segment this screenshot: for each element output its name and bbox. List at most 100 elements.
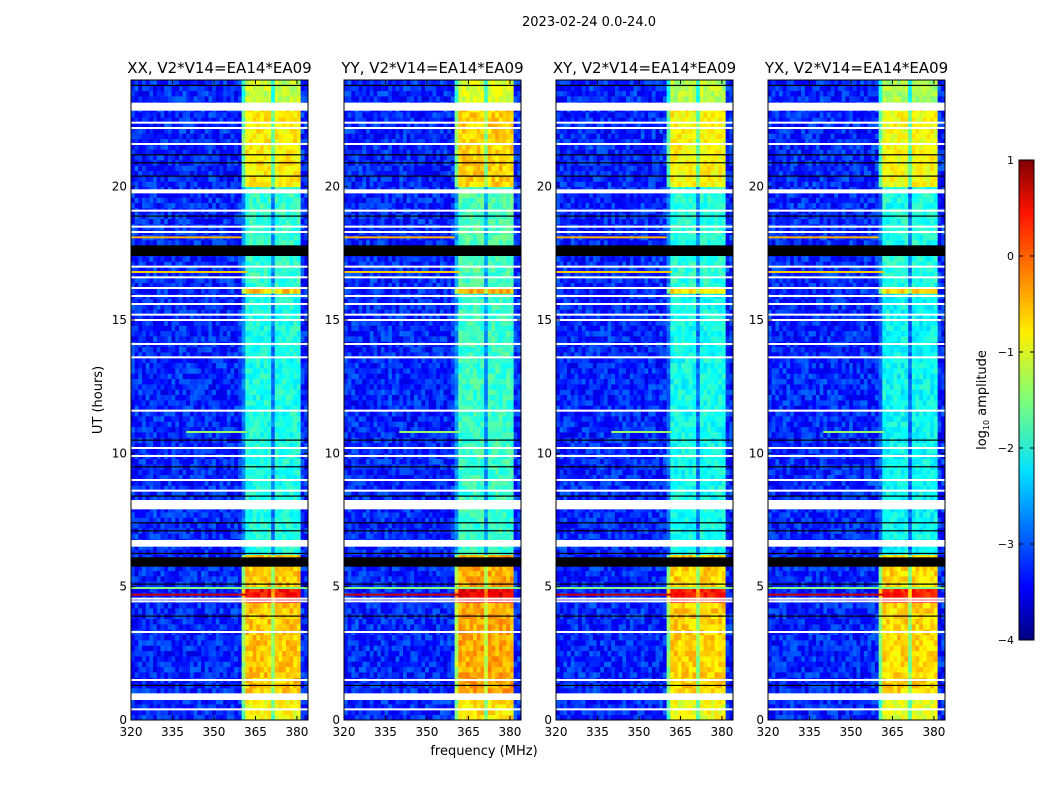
heatmap-cell (300, 165, 305, 172)
heatmap-cell (178, 512, 184, 518)
heatmap-cell (293, 400, 298, 406)
heatmap-cell (219, 432, 224, 438)
heatmap-cell (241, 384, 246, 390)
heatmap-cell (245, 272, 250, 278)
heatmap-cell (293, 181, 298, 188)
heatmap-cell (204, 426, 209, 433)
heatmap-cell (164, 496, 169, 502)
heatmap-cell (223, 309, 228, 316)
heatmap-cell (245, 522, 250, 529)
heatmap-cell (160, 645, 165, 652)
heatmap-cell (300, 458, 305, 465)
heatmap-cell (234, 170, 239, 177)
heatmap-cell (263, 352, 268, 358)
heatmap-cell (296, 432, 302, 438)
heatmap-cell (164, 469, 169, 476)
heatmap-cell (219, 602, 224, 609)
heatmap-cell (249, 624, 254, 630)
heatmap-cell (285, 512, 290, 518)
heatmap-cell (245, 597, 250, 604)
heatmap-cell (256, 272, 261, 278)
heatmap-cell (278, 314, 283, 321)
heatmap-cell (278, 405, 283, 412)
heatmap-cell (223, 432, 228, 438)
heatmap-cell (186, 202, 191, 209)
heatmap-cell (175, 602, 180, 609)
heatmap-cell (237, 314, 243, 321)
heatmap-cell (223, 442, 228, 449)
heatmap-cell (234, 576, 239, 582)
heatmap-cell (197, 485, 202, 492)
heatmap-cell (296, 469, 302, 476)
heatmap-cell (252, 410, 257, 417)
heatmap-cell (219, 346, 224, 353)
heatmap-cell (145, 517, 150, 524)
heatmap-cell (208, 506, 213, 513)
heatmap-cell (193, 325, 198, 332)
heatmap-cell (249, 192, 254, 198)
heatmap-cell (193, 394, 198, 401)
heatmap-cell (197, 352, 202, 358)
heatmap-cell (300, 181, 305, 188)
heatmap-cell (289, 373, 294, 380)
heatmap-cell (219, 506, 224, 513)
heatmap-cell (186, 389, 191, 396)
heatmap-cell (171, 314, 176, 321)
heatmap-cell (263, 378, 268, 385)
heatmap-cell (171, 480, 176, 486)
heatmap-cell (153, 533, 158, 540)
heatmap-cell (252, 362, 257, 369)
heatmap-cell (249, 442, 254, 449)
heatmap-cell (190, 432, 195, 438)
heatmap-cell (289, 576, 294, 582)
heatmap-cell (153, 618, 158, 625)
heatmap-cell (252, 704, 257, 710)
heatmap-cell (219, 480, 224, 486)
heatmap-cell (249, 656, 254, 662)
heatmap-cell (186, 490, 191, 497)
heatmap-cell (134, 368, 139, 374)
heatmap-cell (226, 517, 231, 524)
heatmap-cell (134, 309, 139, 316)
heatmap-cell (260, 277, 265, 284)
heatmap-cell (274, 672, 279, 678)
heatmap-cell (285, 469, 290, 476)
heatmap-cell (267, 384, 272, 390)
heatmap-cell (267, 320, 272, 326)
heatmap-cell (164, 197, 169, 204)
heatmap-cell (149, 410, 154, 417)
heatmap-cell (142, 282, 147, 289)
heatmap-cell (193, 330, 198, 337)
heatmap-cell (256, 704, 261, 710)
heatmap-cell (300, 698, 305, 705)
heatmap-cell (267, 586, 272, 593)
heatmap-cell (171, 698, 176, 705)
heatmap-cell (271, 432, 276, 438)
heatmap-cell (193, 304, 198, 310)
heatmap-cell (190, 346, 195, 353)
heatmap-cell (131, 197, 136, 204)
heatmap-cell (156, 666, 161, 673)
heatmap-cell (193, 389, 198, 396)
heatmap-cell (234, 485, 239, 492)
heatmap-cell (212, 597, 217, 604)
heatmap-cell (278, 330, 283, 337)
heatmap-cell (167, 645, 172, 652)
heatmap-cell (201, 410, 206, 417)
heatmap-cell (167, 666, 172, 673)
heatmap-cell (263, 544, 268, 550)
heatmap-cell (138, 170, 143, 177)
heatmap-cell (208, 698, 213, 705)
heatmap-cell (267, 288, 272, 294)
heatmap-cell (204, 485, 209, 492)
heatmap-cell (178, 170, 184, 177)
heatmap-cell (131, 330, 136, 337)
heatmap-cell (234, 448, 239, 454)
heatmap-cell (142, 704, 147, 710)
heatmap-cell (153, 576, 158, 582)
heatmap-cell (274, 202, 279, 209)
heatmap-cell (230, 533, 235, 540)
heatmap-cell (190, 421, 195, 428)
heatmap-cell (215, 346, 220, 353)
heatmap-cell (131, 346, 136, 353)
